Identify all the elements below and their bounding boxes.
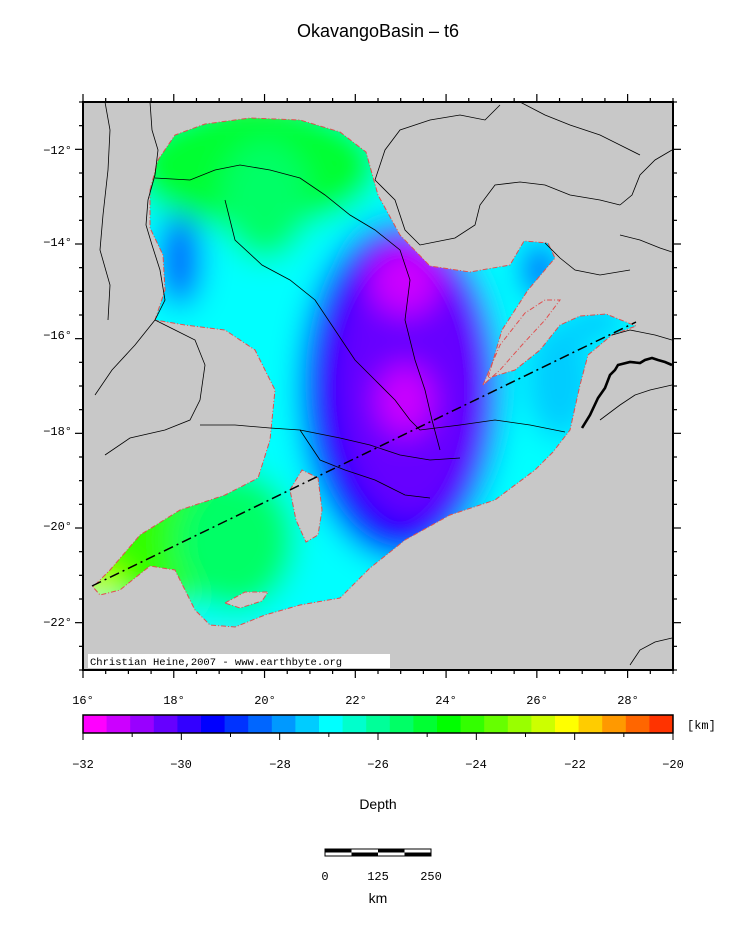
colorbar-unit: [km] <box>687 719 716 733</box>
colorbar-swatch <box>460 715 485 733</box>
colorbar-swatch <box>649 715 674 733</box>
colorbar-swatch <box>389 715 414 733</box>
island-east <box>482 299 561 386</box>
colorbar-swatch <box>224 715 249 733</box>
colorbar-swatch <box>83 715 108 733</box>
credit-text: Christian Heine,2007 - www.earthbyte.org <box>90 657 342 669</box>
map-area <box>83 102 673 670</box>
lon-label: 18° <box>163 694 185 708</box>
colorbar-tick-label: −22 <box>564 758 586 772</box>
colorbar-swatch <box>295 715 320 733</box>
scale-labels: 0 125 250 <box>321 870 441 884</box>
colorbar-tick-label: −30 <box>170 758 192 772</box>
lon-label: 16° <box>72 694 94 708</box>
lon-labels: 16° 18° 20° 22° 24° 26° 28° <box>72 694 639 708</box>
map-ticks <box>75 94 681 678</box>
lat-labels: −12° −14° −16° −18° −20° −22° <box>43 144 72 630</box>
colorbar-swatch <box>484 715 509 733</box>
lake-shoreline <box>580 356 673 429</box>
colorbar-swatch <box>437 715 462 733</box>
colorbar-swatch <box>507 715 532 733</box>
colorbar-swatch <box>531 715 556 733</box>
scale-bar <box>324 848 432 857</box>
colorbar-swatch <box>319 715 344 733</box>
lon-label: 20° <box>254 694 276 708</box>
island-central <box>289 469 323 543</box>
colorbar-swatch <box>625 715 650 733</box>
colorbar-swatch <box>248 715 273 733</box>
colorbar-tick-label: −32 <box>72 758 94 772</box>
colorbar-swatch <box>271 715 296 733</box>
colorbar-title: Depth <box>359 796 396 812</box>
lat-label: −20° <box>43 520 72 534</box>
lat-label: −14° <box>43 236 72 250</box>
lat-label: −18° <box>43 425 72 439</box>
colorbar-swatch <box>130 715 155 733</box>
colorbar-swatch <box>177 715 202 733</box>
colorbar-swatch <box>555 715 580 733</box>
lon-label: 24° <box>435 694 457 708</box>
island-south <box>223 591 269 609</box>
colorbar-swatch <box>201 715 226 733</box>
lat-label: −22° <box>43 616 72 630</box>
lon-label: 28° <box>617 694 639 708</box>
colorbar-swatch <box>578 715 603 733</box>
colorbar-swatch <box>413 715 438 733</box>
profile-line <box>91 321 637 587</box>
scale-unit: km <box>369 890 388 906</box>
credit-box <box>88 654 390 668</box>
colorbar-tick-label: −26 <box>367 758 389 772</box>
colorbar-swatch <box>153 715 178 733</box>
colorbar-ticks <box>82 733 674 740</box>
scale-label: 125 <box>367 870 389 884</box>
colorbar <box>83 715 674 733</box>
scale-label: 0 <box>321 870 328 884</box>
colorbar-swatch <box>342 715 367 733</box>
colorbar-labels: −32 −30 −28 −26 −24 −22 −20 <box>72 758 684 772</box>
map-title: OkavangoBasin – t6 <box>297 21 459 41</box>
colorbar-swatch <box>106 715 131 733</box>
lon-label: 22° <box>345 694 367 708</box>
scale-label: 250 <box>420 870 442 884</box>
colorbar-swatch <box>366 715 391 733</box>
colorbar-tick-label: −28 <box>269 758 291 772</box>
basin-outline <box>92 117 638 628</box>
colorbar-tick-label: −20 <box>662 758 684 772</box>
country-borders <box>94 102 673 666</box>
lat-label: −12° <box>43 144 72 158</box>
colorbar-swatch <box>602 715 627 733</box>
lat-label: −16° <box>43 329 72 343</box>
colorbar-tick-label: −24 <box>465 758 487 772</box>
lon-label: 26° <box>526 694 548 708</box>
